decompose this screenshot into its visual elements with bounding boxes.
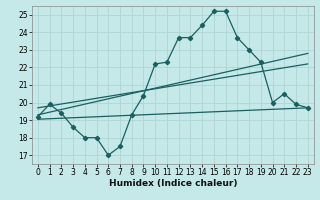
X-axis label: Humidex (Indice chaleur): Humidex (Indice chaleur) <box>108 179 237 188</box>
